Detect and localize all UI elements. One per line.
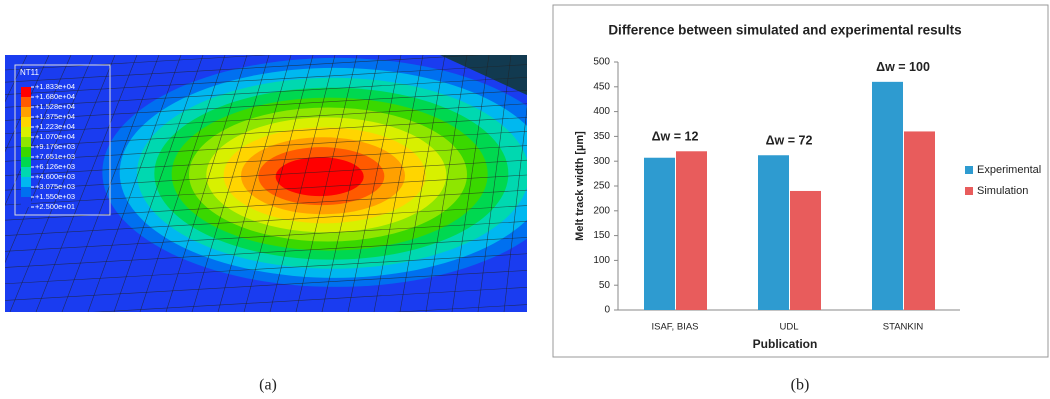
- legend-label: +1.550e+03: [35, 192, 75, 201]
- bar: [790, 191, 821, 310]
- y-tick-label: 350: [593, 131, 610, 142]
- x-tick-label: STANKIN: [883, 322, 924, 333]
- legend-swatch: [21, 137, 31, 147]
- y-tick-label: 300: [593, 156, 610, 167]
- y-tick-label: 250: [593, 181, 610, 192]
- bar: [872, 82, 903, 310]
- legend-label: +6.126e+03: [35, 162, 75, 171]
- legend-label: +1.833e+04: [35, 82, 75, 91]
- legend-label: Simulation: [977, 185, 1028, 197]
- x-tick-label: ISAF, BIAS: [652, 322, 699, 333]
- bar: [644, 158, 675, 310]
- y-tick-label: 450: [593, 81, 610, 92]
- contour-band: [276, 157, 364, 196]
- legend-swatch: [965, 166, 973, 174]
- annotation: Δw = 12: [652, 130, 699, 144]
- caption: (b): [791, 377, 810, 394]
- legend-label: +1.375e+04: [35, 112, 75, 121]
- legend-swatch: [21, 147, 31, 157]
- legend-swatch: [21, 107, 31, 117]
- y-tick-label: 0: [604, 305, 610, 316]
- bar: [758, 155, 789, 310]
- legend-swatch: [21, 97, 31, 107]
- y-tick-label: 100: [593, 255, 610, 266]
- y-axis-label: Melt track width [µm]: [574, 131, 586, 241]
- legend-label: +2.500e+01: [35, 202, 75, 211]
- chart-title: Difference between simulated and experim…: [608, 23, 961, 38]
- legend-label: +1.070e+04: [35, 132, 75, 141]
- mesh-line: [0, 55, 5, 312]
- x-tick-label: UDL: [779, 322, 798, 333]
- y-tick-label: 400: [593, 106, 610, 117]
- y-tick-label: 50: [599, 280, 611, 291]
- legend-swatch: [21, 157, 31, 167]
- legend-swatch: [21, 117, 31, 127]
- legend-label: +1.680e+04: [35, 92, 75, 101]
- legend-label: +1.528e+04: [35, 102, 75, 111]
- x-axis-label: Publication: [753, 337, 818, 351]
- legend-title: NT11: [20, 68, 40, 77]
- y-tick-label: 500: [593, 57, 610, 68]
- legend-label: +7.651e+03: [35, 152, 75, 161]
- legend-label: +9.176e+03: [35, 142, 75, 151]
- y-tick-label: 150: [593, 230, 610, 241]
- mesh-line: [530, 55, 555, 312]
- mesh-line: [5, 322, 527, 352]
- legend-swatch: [21, 177, 31, 187]
- figure: NT11 +1.833e+04+1.680e+04+1.528e+04+1.375…: [0, 0, 1050, 399]
- legend-swatch: [21, 127, 31, 137]
- mesh-line: [5, 340, 527, 370]
- bar: [904, 131, 935, 310]
- legend-swatch: [21, 197, 31, 207]
- legend-label: +1.223e+04: [35, 122, 75, 131]
- legend-label: +3.075e+03: [35, 182, 75, 191]
- legend-swatch: [21, 87, 31, 97]
- legend-swatch: [21, 187, 31, 197]
- annotation: Δw = 100: [876, 60, 930, 74]
- caption: (a): [259, 377, 277, 394]
- legend-label: Experimental: [977, 164, 1041, 176]
- legend-label: +4.600e+03: [35, 172, 75, 181]
- y-tick-label: 200: [593, 205, 610, 216]
- bar: [676, 151, 707, 310]
- annotation: Δw = 72: [766, 134, 813, 148]
- legend-swatch: [21, 167, 31, 177]
- legend-swatch: [965, 187, 973, 195]
